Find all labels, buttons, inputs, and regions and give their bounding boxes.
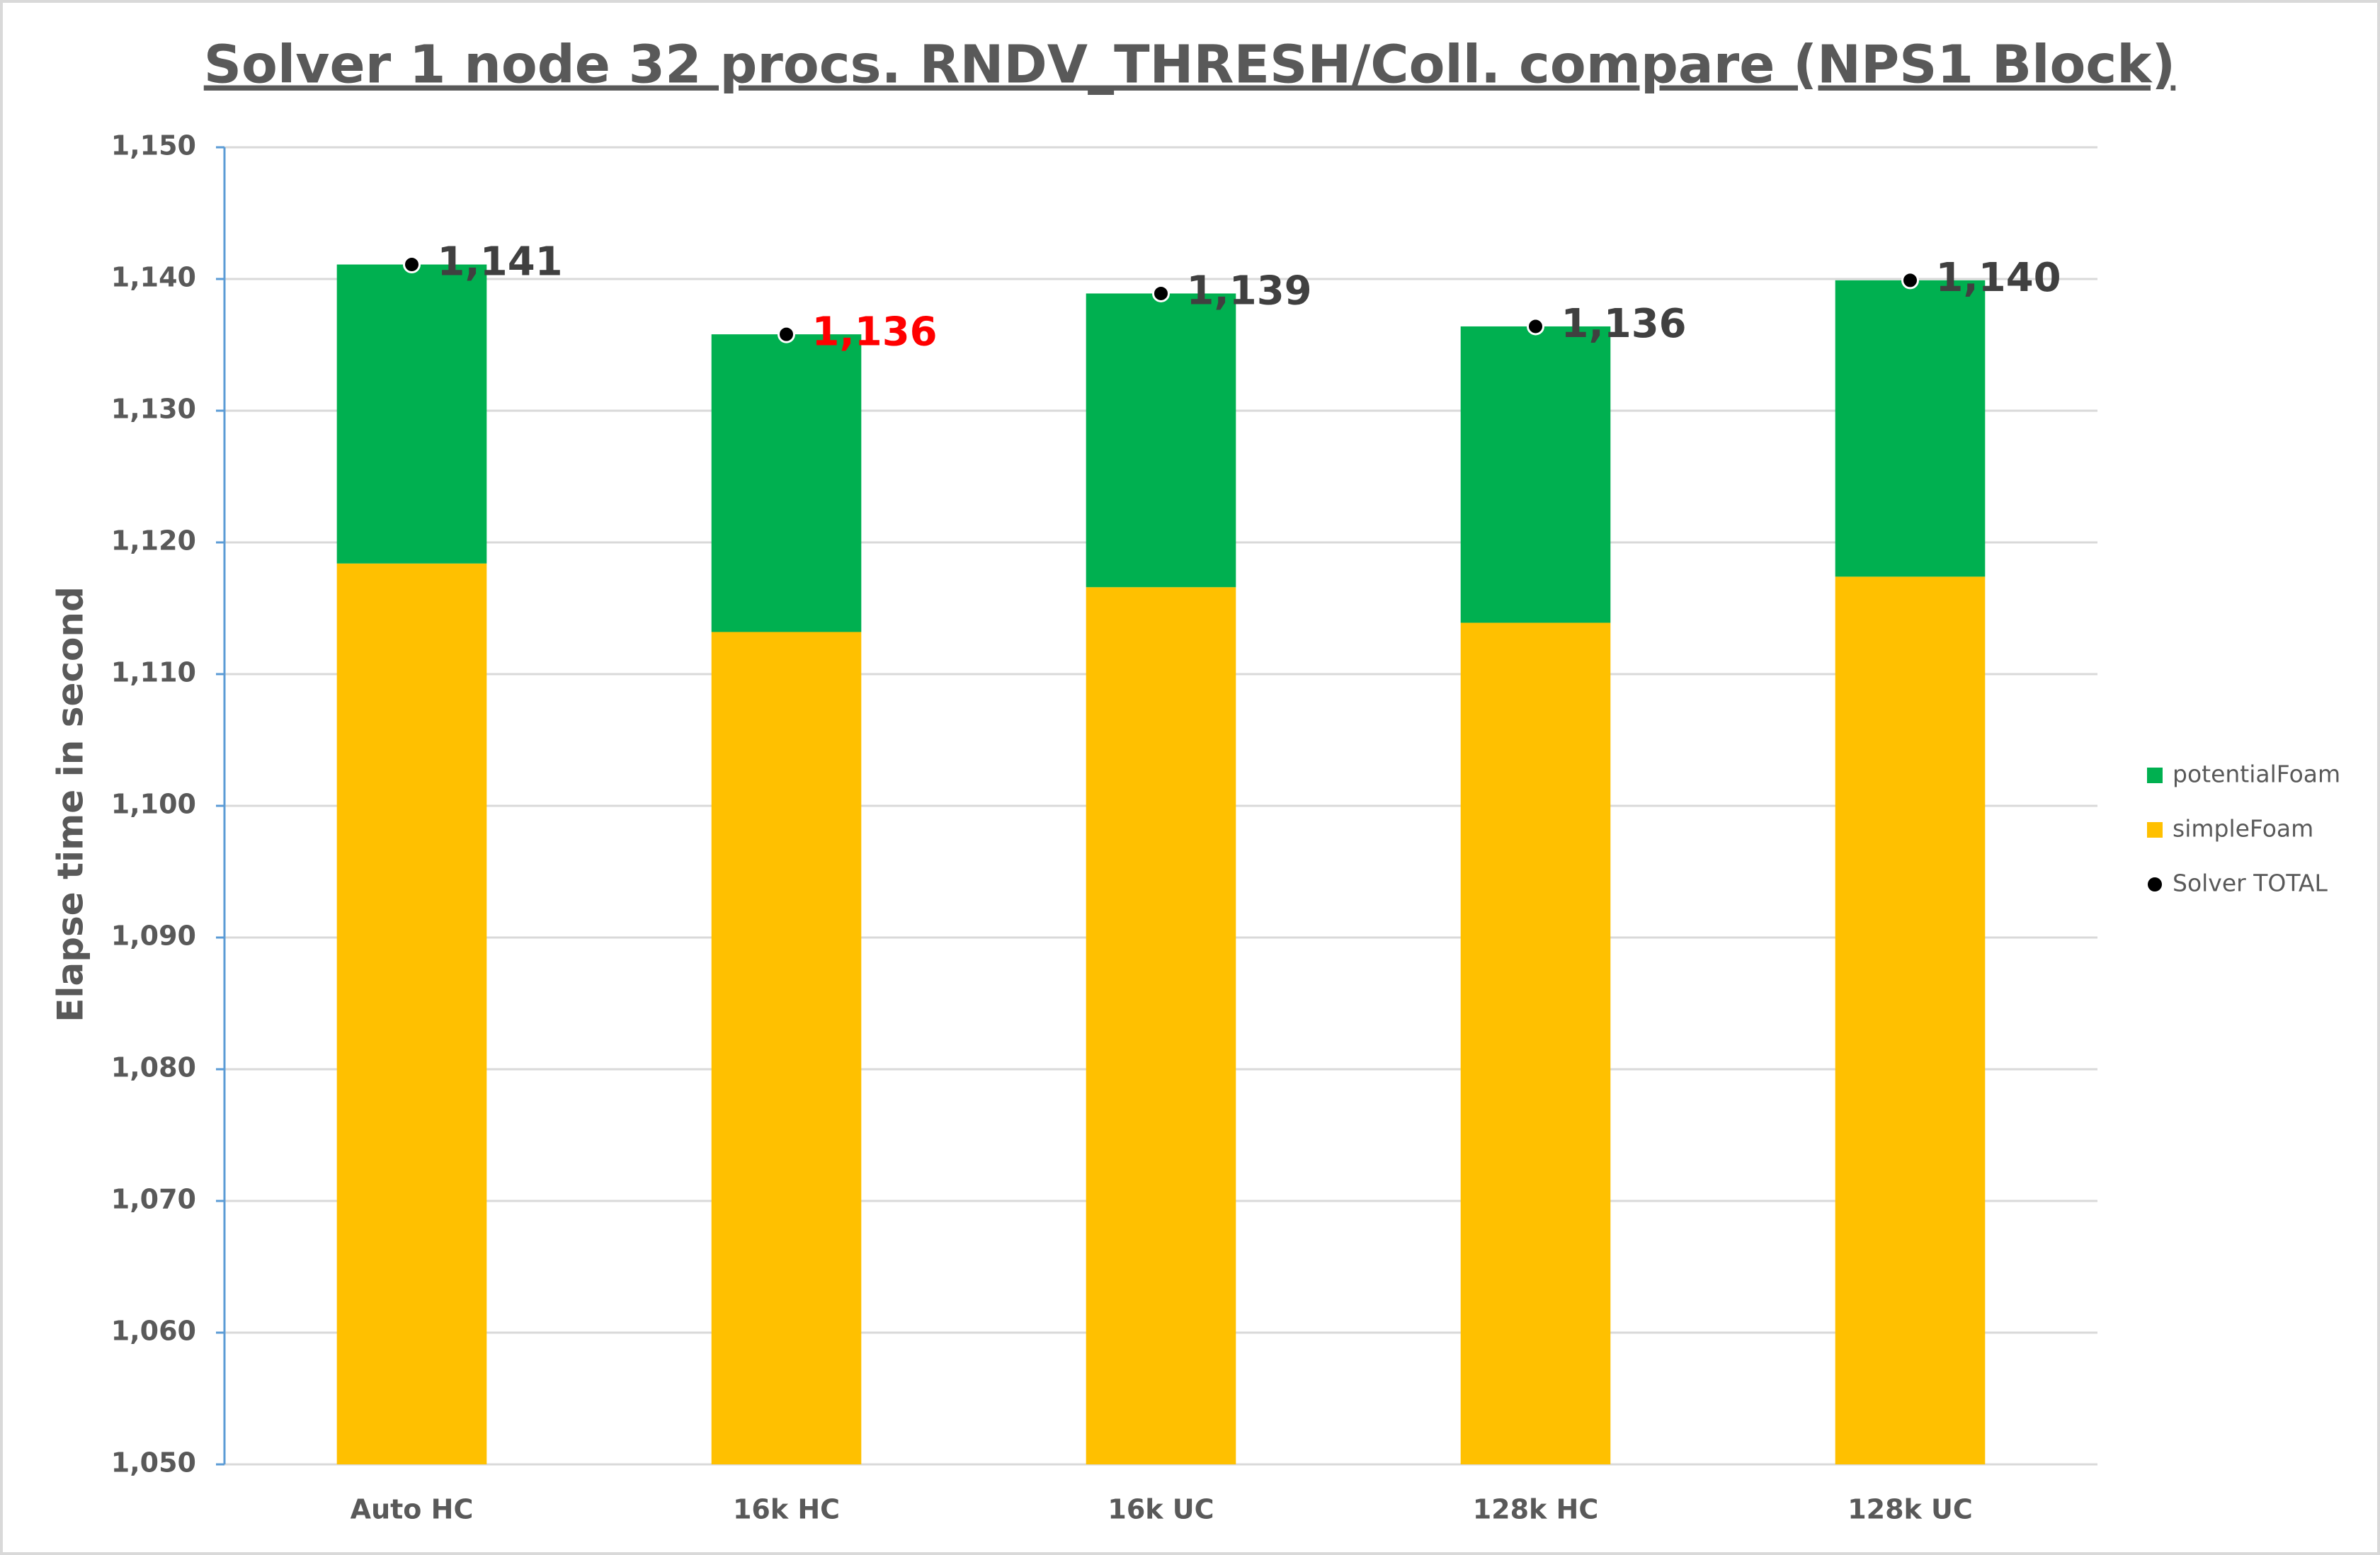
bar-segment [1460, 326, 1611, 623]
data-label: 1,140 [1936, 255, 2061, 301]
x-tick-label: 16k HC [733, 1494, 840, 1525]
bar-segment [1835, 280, 1986, 577]
y-tick-label: 1,050 [111, 1447, 196, 1479]
y-tick-label: 1,120 [111, 525, 196, 557]
bar-segment [1086, 293, 1236, 588]
y-tick-label: 1,070 [111, 1184, 196, 1215]
data-label: 1,136 [812, 309, 938, 355]
y-tick-label: 1,130 [111, 394, 196, 425]
total-marker [778, 325, 795, 343]
x-tick-label: 16k UC [1108, 1494, 1214, 1525]
chart-title: Solver 1 node 32 procs. RNDV_THRESH/Coll… [204, 35, 2175, 96]
x-tick-label: Auto HC [351, 1494, 474, 1525]
bar-segment [1835, 576, 1986, 1464]
x-tick-label: 128k HC [1473, 1494, 1599, 1525]
y-tick-label: 1,140 [111, 262, 196, 293]
y-tick-label: 1,090 [111, 921, 196, 952]
bar-segment [1460, 622, 1611, 1465]
y-tick-label: 1,080 [111, 1052, 196, 1083]
bar-segment [336, 264, 487, 564]
total-marker [1901, 271, 1919, 290]
data-label: 1,141 [438, 239, 563, 285]
legend-label: simpleFoam [2173, 815, 2313, 843]
y-tick-label: 1,110 [111, 657, 196, 688]
bar-segment [711, 632, 862, 1464]
bar-segment [336, 563, 487, 1464]
bar-segment [711, 334, 862, 632]
data-label: 1,136 [1561, 301, 1687, 347]
y-axis-label: Elapse time in second [50, 586, 91, 1023]
legend-swatch [2146, 876, 2163, 893]
y-tick-label: 1,100 [111, 789, 196, 820]
data-label: 1,139 [1187, 268, 1312, 314]
x-tick-label: 128k UC [1847, 1494, 1973, 1525]
total-marker [1152, 284, 1170, 302]
y-tick-label: 1,150 [111, 130, 196, 161]
total-marker [403, 256, 421, 274]
bar-segment [1086, 587, 1236, 1464]
legend-label: potentialFoam [2173, 761, 2340, 788]
legend-swatch [2147, 822, 2163, 838]
total-marker [1527, 317, 1544, 336]
legend-swatch [2147, 768, 2163, 783]
y-tick-label: 1,060 [111, 1316, 196, 1347]
legend-label: Solver TOTAL [2173, 870, 2328, 897]
